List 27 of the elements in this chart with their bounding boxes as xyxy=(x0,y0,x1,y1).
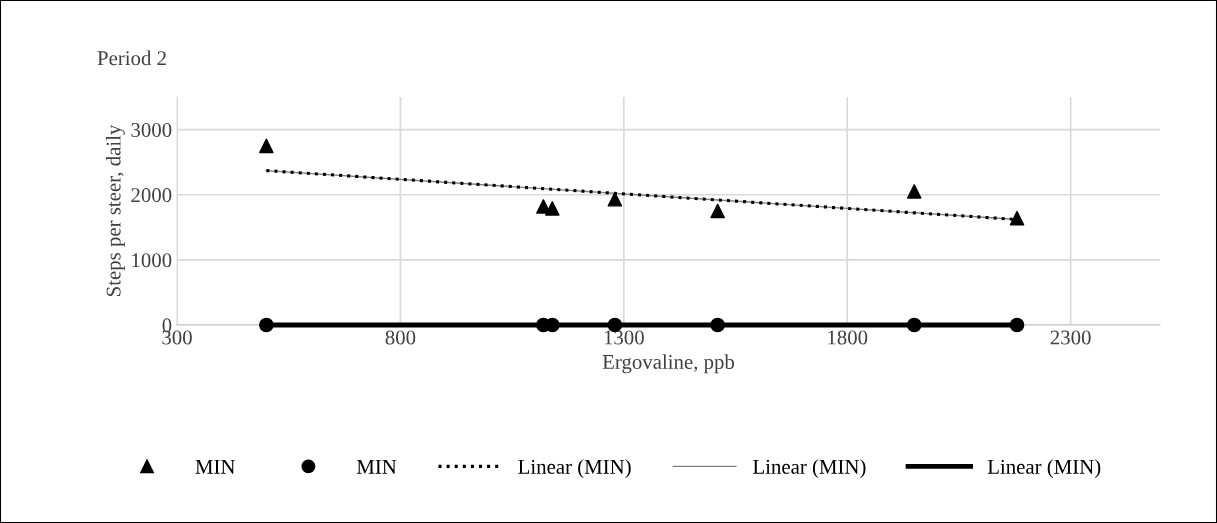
point xyxy=(1009,317,1025,333)
point xyxy=(545,201,560,216)
y-tick-label: 2000 xyxy=(131,188,172,203)
point xyxy=(259,138,274,154)
x-tick-label: 1800 xyxy=(828,330,868,345)
point xyxy=(710,317,725,333)
point xyxy=(1009,210,1025,226)
legend-label: MIN xyxy=(356,460,397,474)
point xyxy=(906,184,922,199)
point xyxy=(259,317,274,333)
point xyxy=(607,191,623,207)
chart-title: Period 2 xyxy=(97,50,166,66)
x-tick-label: 800 xyxy=(385,330,416,345)
legend-label: MIN xyxy=(195,460,236,474)
legend-label: Linear (MIN) xyxy=(753,459,866,479)
point xyxy=(545,317,560,333)
legend-label: Linear (MIN) xyxy=(518,459,631,479)
y-tick-label: 1000 xyxy=(132,253,172,268)
x-axis-title: Ergovaline, ppb xyxy=(602,354,735,374)
x-tick-label: 1300 xyxy=(604,330,644,345)
y-tick-label: 3000 xyxy=(131,122,172,137)
y-axis-title: Steps per steer, daily xyxy=(105,124,125,296)
legend-label: Linear (MIN) xyxy=(987,459,1101,479)
x-tick-label: 2300 xyxy=(1050,330,1091,345)
point xyxy=(710,203,725,219)
point xyxy=(536,199,551,214)
point xyxy=(906,317,922,333)
